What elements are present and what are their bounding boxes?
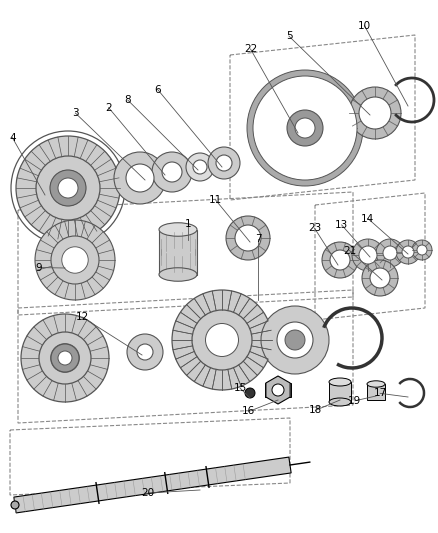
Circle shape (272, 384, 284, 396)
Text: 23: 23 (308, 223, 321, 233)
Text: 14: 14 (361, 214, 374, 223)
Text: 16: 16 (242, 407, 255, 416)
Ellipse shape (367, 381, 385, 387)
Circle shape (261, 306, 329, 374)
Circle shape (51, 344, 79, 372)
Circle shape (35, 220, 115, 300)
Circle shape (289, 111, 321, 144)
Ellipse shape (329, 378, 351, 386)
Circle shape (383, 246, 397, 260)
Bar (329, 382, 351, 402)
Circle shape (36, 156, 100, 220)
Text: 3: 3 (72, 108, 79, 118)
Circle shape (253, 76, 357, 180)
Circle shape (114, 152, 166, 204)
Text: 6: 6 (154, 85, 161, 94)
Circle shape (62, 247, 88, 273)
Circle shape (51, 344, 79, 372)
Circle shape (226, 216, 270, 260)
Circle shape (50, 171, 85, 206)
Text: 1: 1 (185, 219, 192, 229)
Circle shape (417, 245, 427, 255)
Circle shape (186, 153, 214, 181)
Text: 5: 5 (286, 31, 293, 41)
Circle shape (208, 147, 240, 179)
Bar (367, 384, 385, 400)
Text: 8: 8 (124, 95, 131, 105)
Circle shape (245, 388, 255, 398)
Bar (159, 230, 197, 274)
Text: 15: 15 (233, 383, 247, 393)
Text: 11: 11 (209, 195, 222, 205)
Circle shape (275, 98, 335, 158)
Text: 22: 22 (244, 44, 257, 54)
Text: 7: 7 (255, 234, 262, 244)
Text: 12: 12 (76, 312, 89, 322)
Circle shape (11, 501, 19, 509)
Text: 21: 21 (343, 246, 356, 255)
Circle shape (58, 351, 72, 365)
Circle shape (277, 322, 313, 358)
Polygon shape (14, 457, 291, 513)
Ellipse shape (329, 398, 351, 406)
Circle shape (247, 70, 363, 186)
Circle shape (21, 314, 109, 402)
Circle shape (359, 97, 391, 129)
Circle shape (193, 160, 207, 174)
Circle shape (58, 178, 78, 198)
Circle shape (412, 240, 432, 260)
Circle shape (39, 332, 91, 384)
Text: 10: 10 (358, 21, 371, 30)
Circle shape (205, 324, 239, 357)
Circle shape (349, 87, 401, 139)
Circle shape (127, 334, 163, 370)
Text: 18: 18 (309, 406, 322, 415)
Circle shape (370, 268, 390, 288)
Circle shape (396, 240, 420, 264)
Circle shape (253, 76, 357, 180)
Circle shape (192, 310, 252, 370)
Circle shape (172, 290, 272, 390)
Circle shape (137, 344, 153, 360)
Circle shape (359, 246, 377, 264)
Circle shape (295, 118, 315, 138)
Circle shape (402, 246, 414, 258)
Text: 9: 9 (35, 263, 42, 272)
Circle shape (287, 110, 323, 146)
Circle shape (235, 225, 261, 251)
Circle shape (126, 164, 154, 192)
Circle shape (50, 170, 86, 206)
Text: 2: 2 (105, 103, 112, 112)
Circle shape (285, 330, 305, 350)
Ellipse shape (159, 223, 197, 236)
Circle shape (322, 242, 358, 278)
Circle shape (152, 152, 192, 192)
Circle shape (216, 155, 232, 171)
Circle shape (352, 239, 384, 271)
Text: 4: 4 (9, 133, 16, 142)
Circle shape (16, 136, 120, 240)
Text: 19: 19 (348, 396, 361, 406)
Text: 17: 17 (374, 389, 387, 398)
Text: 20: 20 (141, 488, 155, 498)
Text: 13: 13 (335, 220, 348, 230)
Circle shape (51, 236, 99, 284)
Circle shape (362, 260, 398, 296)
Circle shape (376, 239, 404, 267)
Polygon shape (265, 383, 291, 397)
Ellipse shape (159, 268, 197, 281)
Circle shape (162, 162, 182, 182)
Circle shape (330, 250, 350, 270)
